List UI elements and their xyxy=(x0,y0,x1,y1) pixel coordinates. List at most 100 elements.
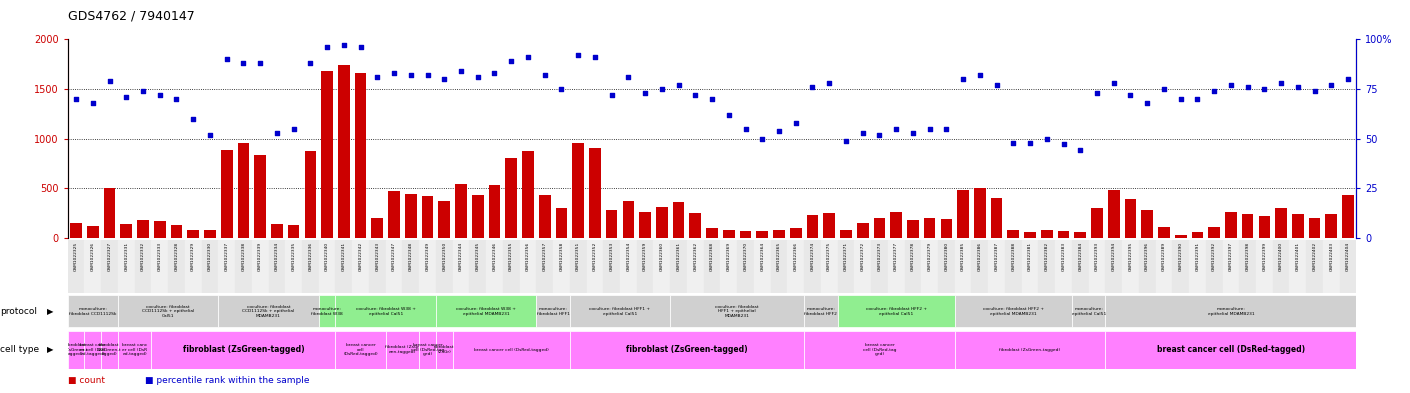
Point xyxy=(1152,86,1175,92)
Point xyxy=(852,129,874,136)
Text: GSM1022342: GSM1022342 xyxy=(358,242,362,271)
Text: GSM1022378: GSM1022378 xyxy=(911,242,915,271)
Bar xyxy=(955,296,1072,327)
Bar xyxy=(957,190,969,238)
Bar xyxy=(991,198,1003,238)
Point xyxy=(1186,95,1208,102)
Point xyxy=(634,90,657,96)
Bar xyxy=(388,191,400,238)
Text: breast cancer cell (DsRed-tagged): breast cancer cell (DsRed-tagged) xyxy=(1156,345,1306,354)
Text: GSM1022330: GSM1022330 xyxy=(207,242,212,271)
Point xyxy=(1286,84,1308,90)
Bar xyxy=(221,151,233,238)
Point xyxy=(99,78,121,84)
Bar xyxy=(804,331,955,369)
Text: breast cancer
cell
(DsRed-tagged): breast cancer cell (DsRed-tagged) xyxy=(343,343,378,356)
Bar xyxy=(823,213,835,238)
Text: GSM1022400: GSM1022400 xyxy=(1279,242,1283,271)
Text: GSM1022388: GSM1022388 xyxy=(1011,242,1015,271)
Text: GSM1022352: GSM1022352 xyxy=(592,242,596,271)
Text: GSM1022350: GSM1022350 xyxy=(443,242,446,271)
Point xyxy=(299,60,321,66)
Bar xyxy=(134,240,151,293)
Bar xyxy=(472,195,484,238)
Bar xyxy=(419,240,436,293)
Point xyxy=(667,82,689,88)
Bar xyxy=(321,71,333,238)
Bar xyxy=(653,240,670,293)
Point xyxy=(784,119,807,126)
Bar xyxy=(102,331,118,369)
Bar xyxy=(536,296,570,327)
Bar xyxy=(553,240,570,293)
Text: GSM1022343: GSM1022343 xyxy=(375,242,379,271)
Text: GSM1022404: GSM1022404 xyxy=(1347,242,1349,271)
Text: GSM1022371: GSM1022371 xyxy=(845,242,847,271)
Text: GSM1022393: GSM1022393 xyxy=(1096,242,1098,271)
Bar xyxy=(1256,240,1273,293)
Bar xyxy=(1058,231,1069,238)
Point xyxy=(818,80,840,86)
Bar xyxy=(955,331,1105,369)
Text: monoculture:
epithelial Cal51: monoculture: epithelial Cal51 xyxy=(1072,307,1105,316)
Text: GSM1022396: GSM1022396 xyxy=(1145,242,1149,271)
Text: monoculture:
fibroblast W38: monoculture: fibroblast W38 xyxy=(312,307,343,316)
Bar xyxy=(556,208,567,238)
Bar xyxy=(85,240,102,293)
Bar xyxy=(470,240,486,293)
Point xyxy=(835,138,857,144)
Bar xyxy=(102,240,118,293)
Text: GSM1022355: GSM1022355 xyxy=(509,242,513,271)
Text: cell type: cell type xyxy=(0,345,39,354)
Bar xyxy=(338,65,350,238)
Point xyxy=(382,70,405,76)
Bar xyxy=(589,149,601,238)
Bar xyxy=(352,240,369,293)
Bar xyxy=(790,228,802,238)
Bar xyxy=(570,240,587,293)
Bar xyxy=(804,296,838,327)
Point xyxy=(399,72,422,78)
Bar xyxy=(185,240,202,293)
Text: GSM1022385: GSM1022385 xyxy=(962,242,964,271)
Text: GSM1022394: GSM1022394 xyxy=(1111,242,1115,271)
Point xyxy=(516,54,539,60)
Point xyxy=(718,112,740,118)
Point xyxy=(82,100,104,106)
Bar xyxy=(689,213,701,238)
Text: GSM1022332: GSM1022332 xyxy=(141,242,145,271)
Bar xyxy=(519,240,536,293)
Bar xyxy=(1308,218,1320,238)
Bar xyxy=(1156,240,1172,293)
Point xyxy=(1337,76,1359,82)
Point xyxy=(165,95,188,102)
Bar xyxy=(1141,210,1153,238)
Text: GSM1022349: GSM1022349 xyxy=(426,242,430,271)
Point xyxy=(1320,82,1342,88)
Bar xyxy=(1072,240,1089,293)
Point xyxy=(131,88,154,94)
Point xyxy=(1203,88,1225,94)
Text: GSM1022381: GSM1022381 xyxy=(1028,242,1032,271)
Bar xyxy=(439,201,450,238)
Point xyxy=(735,125,757,132)
Bar xyxy=(771,240,787,293)
Bar xyxy=(924,218,935,238)
Bar xyxy=(1325,214,1337,238)
Bar xyxy=(1105,296,1356,327)
Bar xyxy=(1222,240,1239,293)
Point xyxy=(601,92,623,98)
Bar xyxy=(1172,240,1189,293)
Bar xyxy=(319,240,336,293)
Text: fibroblast
(ZsGr): fibroblast (ZsGr) xyxy=(434,345,454,354)
Text: GSM1022353: GSM1022353 xyxy=(609,242,613,271)
Text: GSM1022358: GSM1022358 xyxy=(560,242,564,271)
Bar xyxy=(907,220,919,238)
Text: coculture: fibroblast HFF2 +
epithelial Cal51: coculture: fibroblast HFF2 + epithelial … xyxy=(866,307,926,316)
Bar xyxy=(874,218,885,238)
Bar xyxy=(1292,214,1304,238)
Text: ▶: ▶ xyxy=(47,307,54,316)
Text: monoculture:
fibroblast CCD1112Sk: monoculture: fibroblast CCD1112Sk xyxy=(69,307,117,316)
Text: GSM1022360: GSM1022360 xyxy=(660,242,664,271)
Point xyxy=(450,68,472,74)
